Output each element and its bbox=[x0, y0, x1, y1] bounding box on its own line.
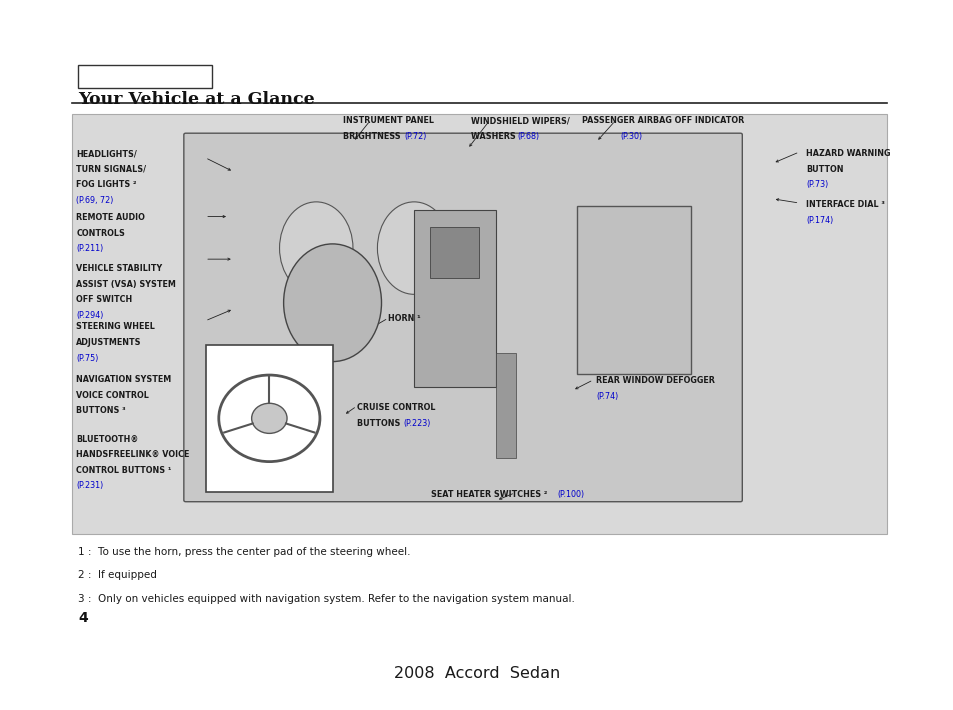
Text: STEERING WHEEL: STEERING WHEEL bbox=[76, 322, 155, 332]
Text: BUTTONS: BUTTONS bbox=[356, 419, 402, 428]
Ellipse shape bbox=[283, 244, 381, 361]
Text: VOICE CONTROL: VOICE CONTROL bbox=[76, 391, 149, 400]
Text: CRUISE CONTROL: CRUISE CONTROL bbox=[356, 403, 435, 413]
Bar bbox=[414, 210, 496, 387]
Text: BUTTON: BUTTON bbox=[805, 165, 842, 174]
Text: HAZARD WARNING: HAZARD WARNING bbox=[805, 149, 890, 158]
Bar bbox=[206, 345, 333, 492]
Text: REMOTE AUDIO: REMOTE AUDIO bbox=[76, 213, 145, 222]
Text: (P.211): (P.211) bbox=[76, 244, 104, 253]
Text: BRIGHTNESS: BRIGHTNESS bbox=[343, 132, 403, 141]
Bar bbox=[496, 353, 516, 458]
Text: (P.73): (P.73) bbox=[805, 180, 827, 190]
Ellipse shape bbox=[279, 202, 353, 295]
Text: FOG LIGHTS ²: FOG LIGHTS ² bbox=[76, 180, 136, 190]
Text: (P.294): (P.294) bbox=[76, 311, 104, 320]
FancyBboxPatch shape bbox=[184, 133, 741, 502]
Text: VEHICLE STABILITY: VEHICLE STABILITY bbox=[76, 264, 162, 273]
Text: (P.174): (P.174) bbox=[805, 216, 833, 225]
Bar bbox=[577, 206, 691, 374]
Text: (P.75): (P.75) bbox=[76, 354, 98, 363]
Text: HANDSFREELINK® VOICE: HANDSFREELINK® VOICE bbox=[76, 450, 190, 459]
Text: WINDSHIELD WIPERS/: WINDSHIELD WIPERS/ bbox=[471, 116, 570, 126]
Text: Your Vehicle at a Glance: Your Vehicle at a Glance bbox=[78, 91, 314, 108]
Text: (P.69, 72): (P.69, 72) bbox=[76, 196, 113, 205]
Text: (P.100): (P.100) bbox=[557, 490, 583, 499]
Text: HEADLIGHTS/: HEADLIGHTS/ bbox=[76, 149, 137, 158]
Text: (P.231): (P.231) bbox=[76, 481, 104, 491]
Text: (P.72): (P.72) bbox=[404, 132, 426, 141]
Text: (P.223): (P.223) bbox=[403, 419, 431, 428]
Bar bbox=[430, 227, 479, 278]
Text: INSTRUMENT PANEL: INSTRUMENT PANEL bbox=[343, 116, 434, 126]
Ellipse shape bbox=[252, 403, 287, 433]
Text: PASSENGER AIRBAG OFF INDICATOR: PASSENGER AIRBAG OFF INDICATOR bbox=[581, 116, 743, 126]
Bar bbox=[71, 114, 886, 534]
Text: CONTROLS: CONTROLS bbox=[76, 229, 125, 238]
Bar bbox=[78, 65, 212, 88]
Text: OFF SWITCH: OFF SWITCH bbox=[76, 295, 132, 305]
Text: WASHERS: WASHERS bbox=[471, 132, 518, 141]
Text: SEAT HEATER SWITCHES ²: SEAT HEATER SWITCHES ² bbox=[431, 490, 550, 499]
Text: ADJUSTMENTS: ADJUSTMENTS bbox=[76, 338, 142, 347]
Text: 3 :  Only on vehicles equipped with navigation system. Refer to the navigation s: 3 : Only on vehicles equipped with navig… bbox=[78, 594, 575, 604]
Text: (P.30): (P.30) bbox=[619, 132, 641, 141]
Text: CONTROL BUTTONS ¹: CONTROL BUTTONS ¹ bbox=[76, 466, 172, 475]
Text: 2 :  If equipped: 2 : If equipped bbox=[78, 570, 157, 580]
Text: BLUETOOTH®: BLUETOOTH® bbox=[76, 435, 138, 444]
Text: HORN ¹: HORN ¹ bbox=[388, 314, 420, 323]
Text: (P.74): (P.74) bbox=[596, 392, 618, 401]
Text: BUTTONS ³: BUTTONS ³ bbox=[76, 406, 126, 415]
Text: 1 :  To use the horn, press the center pad of the steering wheel.: 1 : To use the horn, press the center pa… bbox=[78, 547, 411, 557]
Text: REAR WINDOW DEFOGGER: REAR WINDOW DEFOGGER bbox=[596, 376, 715, 386]
Text: (P.68): (P.68) bbox=[517, 132, 538, 141]
Text: 4: 4 bbox=[78, 611, 88, 625]
Ellipse shape bbox=[377, 202, 451, 295]
Text: TURN SIGNALS/: TURN SIGNALS/ bbox=[76, 165, 146, 174]
Text: INTERFACE DIAL ³: INTERFACE DIAL ³ bbox=[805, 200, 884, 209]
Text: NAVIGATION SYSTEM: NAVIGATION SYSTEM bbox=[76, 375, 172, 384]
Text: ASSIST (VSA) SYSTEM: ASSIST (VSA) SYSTEM bbox=[76, 280, 176, 289]
Text: 2008  Accord  Sedan: 2008 Accord Sedan bbox=[394, 666, 559, 681]
